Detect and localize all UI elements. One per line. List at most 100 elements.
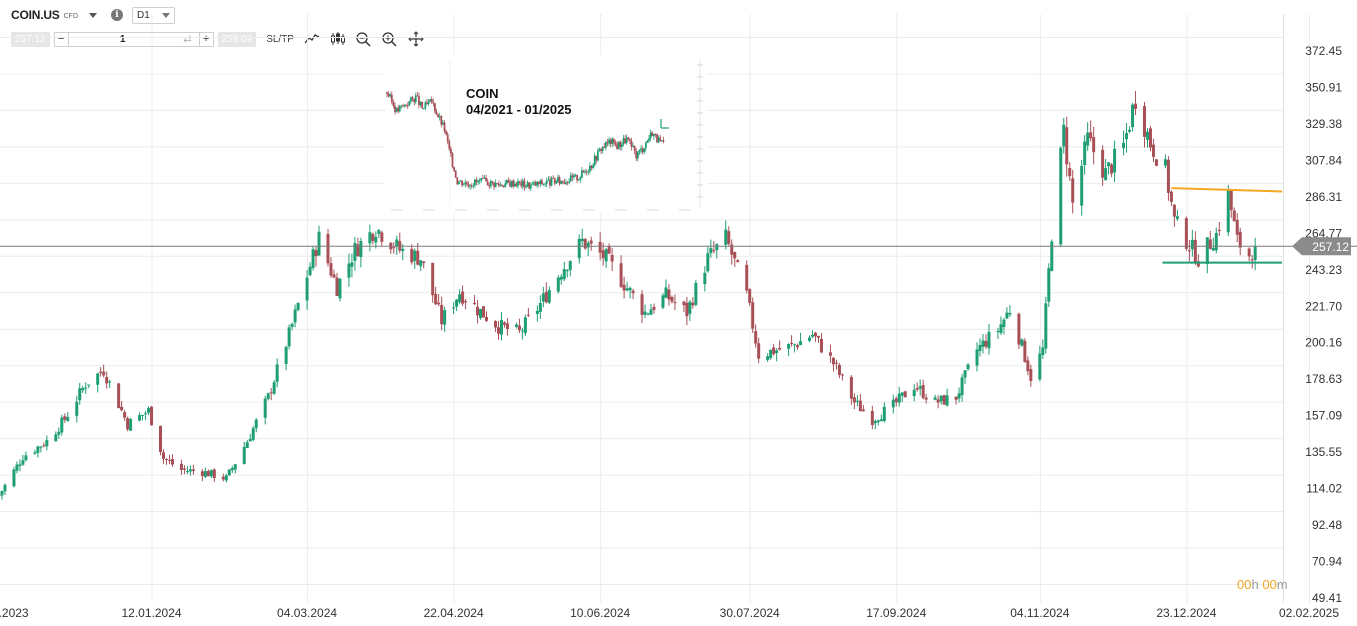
candle — [664, 279, 668, 299]
candle — [1068, 162, 1072, 181]
candle-body — [1050, 241, 1054, 271]
inset-candle-body — [497, 183, 500, 186]
inset-candle — [630, 137, 633, 151]
candle — [882, 402, 886, 423]
decrease-quantity-button[interactable]: − — [55, 32, 69, 46]
inset-candle — [545, 177, 548, 188]
candle-body — [828, 352, 832, 356]
inset-candle — [450, 146, 452, 157]
inset-candle-body — [585, 171, 588, 173]
inset-candle — [590, 164, 593, 171]
inset-candle — [628, 137, 631, 145]
inset-candle-body — [617, 141, 620, 149]
candle — [326, 228, 330, 267]
candle — [493, 320, 497, 333]
candle — [305, 269, 309, 310]
candle — [287, 324, 291, 350]
inset-candle — [604, 140, 607, 151]
price-axis[interactable]: 372.45 350.91 329.38 307.84 286.31 264.77 243.… — [1305, 44, 1342, 605]
candle-body — [921, 385, 925, 398]
candle-body — [505, 323, 509, 329]
candle-body — [63, 416, 67, 420]
quantity-stepper[interactable]: − 1 ⇄ + — [53, 31, 214, 47]
candle-body — [1005, 312, 1009, 319]
inset-candle — [614, 140, 617, 147]
inset-candle — [581, 166, 583, 179]
candle-body — [1169, 191, 1173, 202]
candle-body — [778, 347, 782, 350]
candle — [1184, 216, 1188, 251]
candle — [254, 418, 258, 433]
inset-candle — [601, 146, 604, 154]
candle — [1113, 140, 1117, 183]
increase-quantity-button[interactable]: + — [198, 32, 213, 46]
candle — [999, 316, 1003, 336]
sltp-button[interactable]: SL/TP — [266, 33, 294, 45]
candle — [458, 289, 462, 305]
candle — [1253, 237, 1257, 271]
candle-body — [978, 344, 982, 351]
candle-body — [1187, 250, 1191, 252]
bid-price[interactable]: 257.12 — [11, 31, 50, 47]
time-axis[interactable]: 22.11.2023 12.01.2024 04.03.2024 22.04.2024… — [0, 606, 1339, 620]
inset-candle-body — [515, 183, 518, 187]
candle-body — [796, 345, 800, 348]
timeframe-select[interactable]: D1 — [132, 6, 175, 24]
inset-candle-body — [643, 148, 646, 153]
inset-candle — [475, 177, 478, 186]
candle — [652, 303, 656, 314]
inset-candle — [485, 174, 487, 182]
candle — [1044, 296, 1048, 354]
swap-icon[interactable]: ⇄ — [183, 33, 192, 45]
candle — [251, 426, 255, 442]
candle-body — [108, 381, 112, 383]
candle — [440, 296, 444, 331]
inset-candle — [467, 181, 470, 189]
candle-body — [1122, 142, 1126, 149]
candle-body — [159, 425, 163, 452]
candle-body — [1089, 132, 1093, 139]
inset-candle — [534, 180, 537, 187]
candle-body — [882, 406, 886, 422]
ask-price[interactable]: 259.09 — [217, 31, 257, 47]
inset-candle-body — [459, 180, 462, 182]
candle — [227, 469, 231, 477]
inset-candle-body — [438, 116, 441, 118]
candle-body — [66, 416, 70, 421]
info-icon[interactable]: i — [111, 9, 123, 21]
candle — [1193, 231, 1197, 266]
candle — [1089, 120, 1093, 142]
price-tick-label: 221.70 — [1305, 299, 1342, 313]
candle-body — [419, 260, 423, 267]
inset-candle — [537, 181, 540, 187]
candle — [266, 392, 270, 401]
candle-body — [188, 469, 192, 472]
inset-candle — [512, 178, 515, 189]
candle — [544, 282, 548, 304]
inset-candle — [592, 162, 595, 170]
inset-candle — [552, 175, 555, 179]
inset-title: COIN 04/2021 - 01/2025 — [466, 86, 572, 118]
inset-candle-body — [429, 99, 432, 102]
inset-candle — [598, 147, 601, 152]
inset-candle-body — [627, 137, 630, 140]
candle — [1131, 103, 1135, 132]
candle-body — [212, 469, 216, 479]
candle — [682, 300, 686, 312]
symbol-dropdown-icon[interactable] — [89, 12, 97, 18]
quantity-input[interactable]: 1 — [119, 33, 126, 45]
inset-candle — [456, 177, 459, 185]
candle — [150, 406, 154, 426]
symbol-name[interactable]: COIN.US — [11, 8, 60, 22]
candle — [942, 394, 946, 405]
candle — [308, 262, 312, 277]
candle-body — [1196, 261, 1200, 267]
candle-body — [1154, 159, 1158, 166]
candle-body — [640, 294, 644, 315]
inset-candle-body — [638, 150, 641, 153]
candle — [1226, 184, 1230, 236]
inset-candle — [400, 105, 403, 109]
inset-candle — [451, 151, 454, 169]
candle — [224, 473, 228, 483]
